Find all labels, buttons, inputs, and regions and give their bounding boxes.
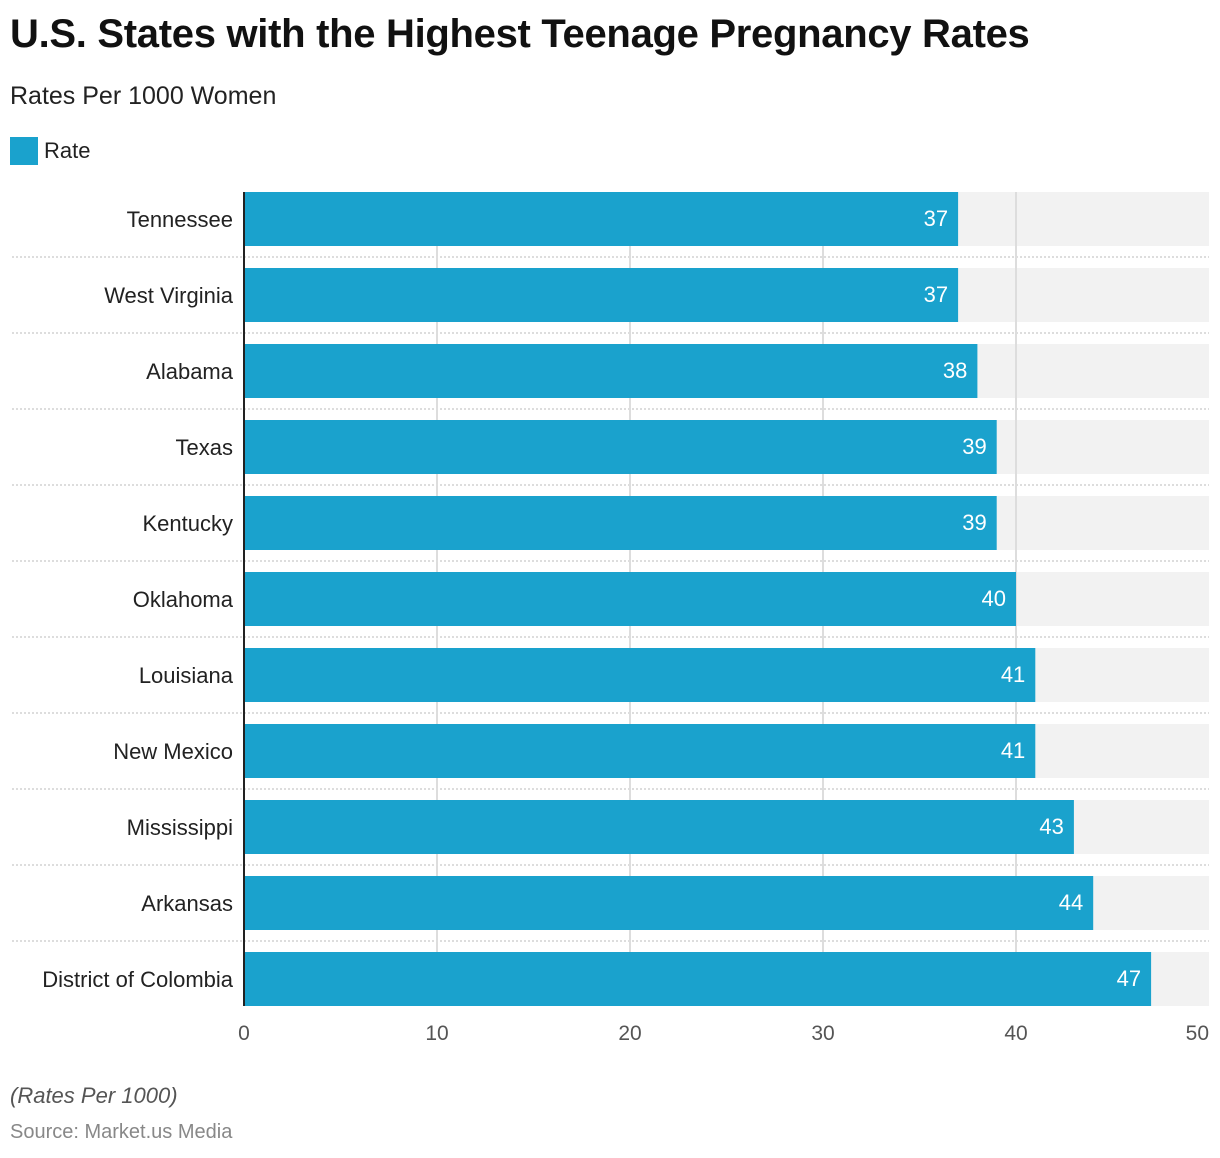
bar bbox=[244, 192, 959, 246]
source-credit: Source: Market.us Media bbox=[10, 1121, 233, 1143]
data-label: 47 bbox=[1117, 966, 1141, 991]
bar bbox=[244, 800, 1074, 854]
chart-title: U.S. States with the Highest Teenage Pre… bbox=[10, 12, 1030, 56]
bar bbox=[244, 648, 1036, 702]
legend: Rate bbox=[10, 137, 90, 165]
category-label: Oklahoma bbox=[133, 587, 234, 612]
data-label: 38 bbox=[943, 358, 967, 383]
data-label: 41 bbox=[1001, 662, 1025, 687]
data-label: 39 bbox=[962, 510, 986, 535]
bar bbox=[244, 724, 1036, 778]
data-label: 40 bbox=[982, 586, 1006, 611]
category-label: Tennessee bbox=[127, 207, 233, 232]
bar bbox=[244, 420, 997, 474]
data-label: 41 bbox=[1001, 738, 1025, 763]
bar bbox=[244, 876, 1094, 930]
x-tick-label: 0 bbox=[238, 1022, 250, 1045]
category-label: New Mexico bbox=[113, 739, 233, 764]
legend-label: Rate bbox=[44, 138, 91, 163]
x-tick-label: 40 bbox=[1004, 1022, 1027, 1045]
category-label: Texas bbox=[176, 435, 233, 460]
bar bbox=[244, 344, 978, 398]
legend-swatch bbox=[10, 137, 38, 165]
data-label: 44 bbox=[1059, 890, 1083, 915]
x-tick-label: 30 bbox=[811, 1022, 834, 1045]
x-tick-label: 20 bbox=[618, 1022, 641, 1045]
bar bbox=[244, 952, 1152, 1006]
data-label: 39 bbox=[962, 434, 986, 459]
bar bbox=[244, 496, 997, 550]
category-label: Alabama bbox=[146, 359, 234, 384]
category-label: District of Colombia bbox=[42, 967, 233, 992]
category-label: Arkansas bbox=[141, 891, 233, 916]
x-tick-label: 10 bbox=[425, 1022, 448, 1045]
data-label: 43 bbox=[1039, 814, 1063, 839]
footnote: (Rates Per 1000) bbox=[10, 1083, 178, 1108]
category-label: West Virginia bbox=[104, 283, 234, 308]
category-label: Mississippi bbox=[127, 815, 233, 840]
x-tick-label: 50 bbox=[1186, 1022, 1209, 1045]
data-label: 37 bbox=[924, 282, 948, 307]
chart-subtitle: Rates Per 1000 Women bbox=[10, 82, 277, 110]
bar bbox=[244, 572, 1016, 626]
category-label: Louisiana bbox=[139, 663, 234, 688]
bar bbox=[244, 268, 959, 322]
category-label: Kentucky bbox=[143, 511, 234, 536]
data-label: 37 bbox=[924, 206, 948, 231]
